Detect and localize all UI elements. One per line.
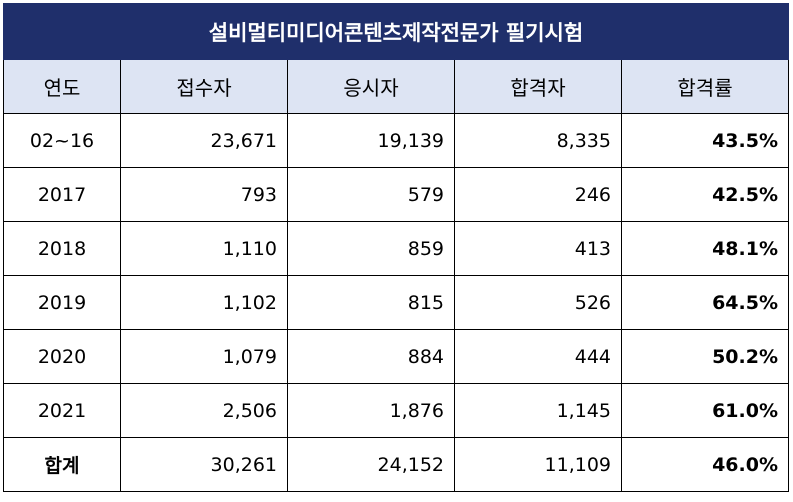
header-passers: 합격자 — [454, 59, 622, 114]
table-row: 2020 1,079 884 444 50.2% — [3, 329, 789, 384]
passers-cell: 413 — [454, 221, 622, 276]
examinees-cell: 884 — [287, 329, 455, 384]
examinees-cell: 1,876 — [287, 383, 455, 438]
year-cell: 2019 — [3, 275, 121, 330]
examinees-cell: 579 — [287, 167, 455, 222]
applicants-cell: 1,079 — [120, 329, 288, 384]
header-applicants: 접수자 — [120, 59, 288, 114]
passers-cell: 444 — [454, 329, 622, 384]
passers-cell: 246 — [454, 167, 622, 222]
total-row: 합계 30,261 24,152 11,109 46.0% — [3, 437, 789, 492]
applicants-cell: 2,506 — [120, 383, 288, 438]
applicants-cell: 793 — [120, 167, 288, 222]
table-title: 설비멀티미디어콘텐츠제작전문가 필기시험 — [3, 3, 789, 60]
examinees-cell: 815 — [287, 275, 455, 330]
total-passers-cell: 11,109 — [454, 437, 622, 492]
passers-cell: 8,335 — [454, 113, 622, 168]
examinees-cell: 19,139 — [287, 113, 455, 168]
pass-rate-cell: 61.0% — [621, 383, 789, 438]
total-applicants-cell: 30,261 — [120, 437, 288, 492]
header-row: 연도 접수자 응시자 합격자 합격률 — [3, 59, 789, 114]
year-cell: 02~16 — [3, 113, 121, 168]
table-row: 2017 793 579 246 42.5% — [3, 167, 789, 222]
total-label: 합계 — [3, 437, 121, 492]
table-row: 2021 2,506 1,876 1,145 61.0% — [3, 383, 789, 438]
title-row: 설비멀티미디어콘텐츠제작전문가 필기시험 — [3, 3, 789, 60]
pass-rate-cell: 43.5% — [621, 113, 789, 168]
examinees-cell: 859 — [287, 221, 455, 276]
table-row: 2019 1,102 815 526 64.5% — [3, 275, 789, 330]
pass-rate-cell: 42.5% — [621, 167, 789, 222]
header-examinees: 응시자 — [287, 59, 455, 114]
passers-cell: 1,145 — [454, 383, 622, 438]
year-cell: 2017 — [3, 167, 121, 222]
pass-rate-cell: 64.5% — [621, 275, 789, 330]
pass-rate-cell: 50.2% — [621, 329, 789, 384]
passers-cell: 526 — [454, 275, 622, 330]
header-year: 연도 — [3, 59, 121, 114]
table-row: 02~16 23,671 19,139 8,335 43.5% — [3, 113, 789, 168]
applicants-cell: 1,110 — [120, 221, 288, 276]
year-cell: 2018 — [3, 221, 121, 276]
year-cell: 2021 — [3, 383, 121, 438]
applicants-cell: 23,671 — [120, 113, 288, 168]
year-cell: 2020 — [3, 329, 121, 384]
pass-rate-cell: 48.1% — [621, 221, 789, 276]
header-pass-rate: 합격률 — [621, 59, 789, 114]
applicants-cell: 1,102 — [120, 275, 288, 330]
total-pass-rate-cell: 46.0% — [621, 437, 789, 492]
exam-stats-table: 설비멀티미디어콘텐츠제작전문가 필기시험 연도 접수자 응시자 합격자 합격률 … — [3, 3, 789, 492]
table-row: 2018 1,110 859 413 48.1% — [3, 221, 789, 276]
total-examinees-cell: 24,152 — [287, 437, 455, 492]
exam-stats-table-container: 설비멀티미디어콘텐츠제작전문가 필기시험 연도 접수자 응시자 합격자 합격률 … — [3, 3, 789, 492]
